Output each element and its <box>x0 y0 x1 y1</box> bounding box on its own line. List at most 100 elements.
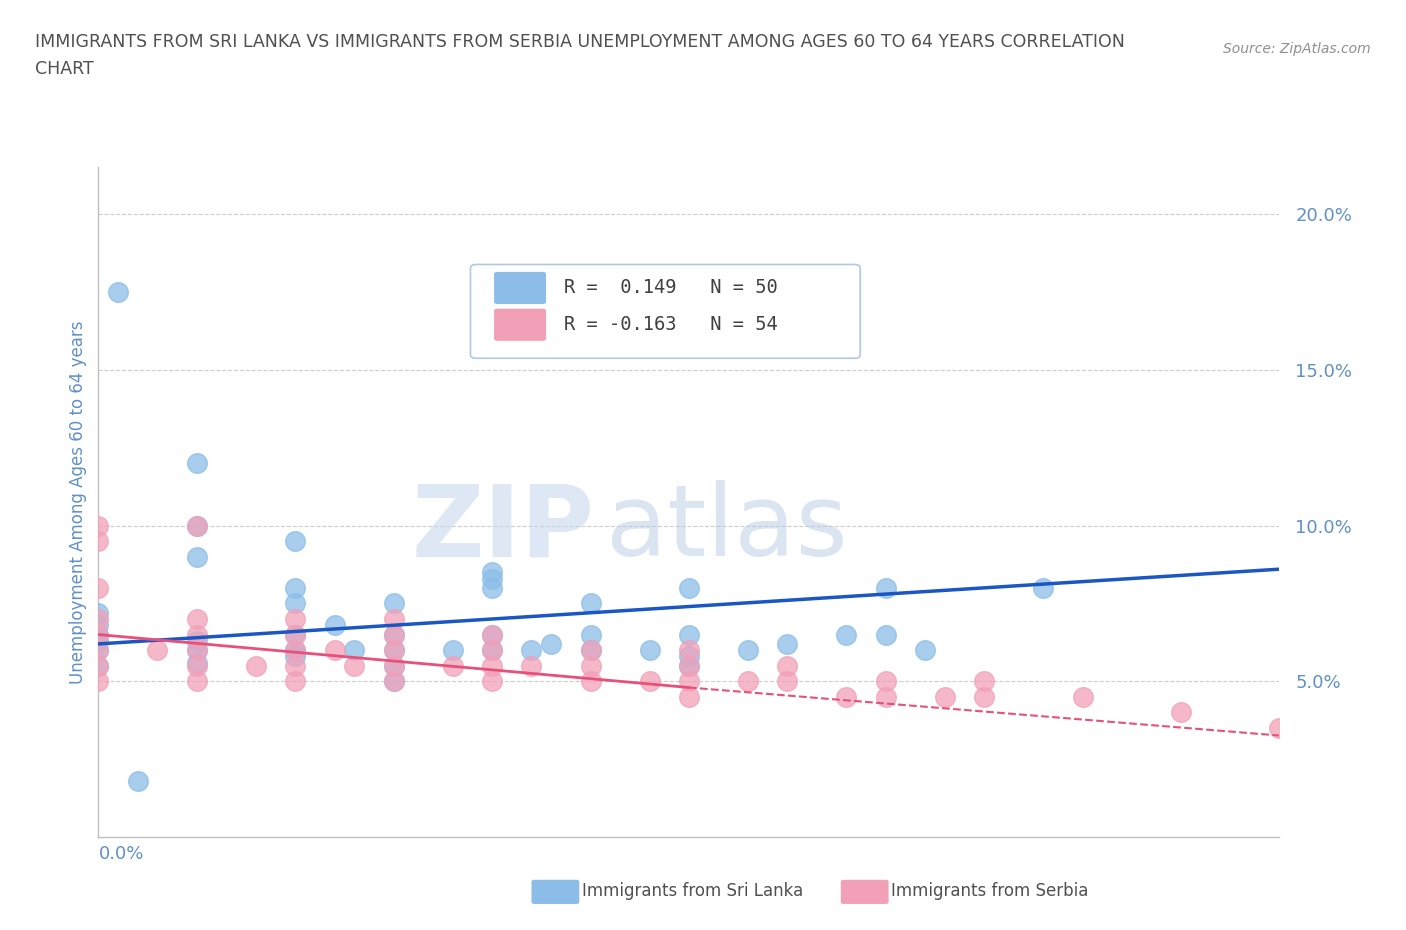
Point <box>441 658 464 673</box>
Point <box>481 565 503 579</box>
Text: atlas: atlas <box>606 481 848 578</box>
Point <box>776 636 799 651</box>
Point <box>382 674 405 689</box>
Point <box>579 643 602 658</box>
Point <box>87 618 110 632</box>
Point <box>441 643 464 658</box>
Point <box>638 643 661 658</box>
Point <box>579 643 602 658</box>
Point <box>520 658 543 673</box>
Point <box>973 674 995 689</box>
Point <box>481 627 503 642</box>
Point <box>343 643 366 658</box>
Text: Immigrants from Sri Lanka: Immigrants from Sri Lanka <box>582 882 803 900</box>
Point <box>87 643 110 658</box>
Text: ZIP: ZIP <box>412 481 595 578</box>
Point <box>540 636 562 651</box>
Point <box>579 674 602 689</box>
Point <box>520 643 543 658</box>
Point <box>973 689 995 704</box>
Point <box>678 643 700 658</box>
Point <box>1032 580 1054 595</box>
Point <box>186 456 208 471</box>
Point <box>186 674 208 689</box>
Point <box>481 627 503 642</box>
Point <box>481 571 503 586</box>
Point <box>875 627 897 642</box>
Point <box>875 689 897 704</box>
Point <box>87 627 110 642</box>
Point <box>481 580 503 595</box>
Point <box>284 643 307 658</box>
Point <box>382 627 405 642</box>
Point <box>284 627 307 642</box>
FancyBboxPatch shape <box>494 272 546 304</box>
Point <box>579 658 602 673</box>
Point <box>776 658 799 673</box>
Text: 0.0%: 0.0% <box>98 845 143 863</box>
Point <box>186 550 208 565</box>
Point <box>87 534 110 549</box>
Point <box>87 627 110 642</box>
Point <box>87 658 110 673</box>
Point <box>934 689 956 704</box>
Point <box>87 605 110 620</box>
Point <box>323 618 346 632</box>
Point <box>382 612 405 627</box>
Point <box>87 580 110 595</box>
Point <box>87 658 110 673</box>
Point <box>107 285 129 299</box>
Point <box>382 658 405 673</box>
Point <box>835 627 858 642</box>
Point <box>284 649 307 664</box>
Point <box>776 674 799 689</box>
Point <box>323 643 346 658</box>
Point <box>186 658 208 673</box>
Point <box>343 658 366 673</box>
Point <box>382 643 405 658</box>
Point <box>579 627 602 642</box>
Point <box>284 534 307 549</box>
FancyBboxPatch shape <box>471 264 860 358</box>
Point <box>127 774 149 789</box>
Point <box>1170 705 1192 720</box>
Point <box>87 643 110 658</box>
Point <box>875 580 897 595</box>
Point <box>638 674 661 689</box>
Text: R =  0.149   N = 50: R = 0.149 N = 50 <box>564 278 778 298</box>
Point <box>284 643 307 658</box>
Point <box>678 658 700 673</box>
Point <box>678 649 700 664</box>
Point <box>481 643 503 658</box>
Point <box>678 627 700 642</box>
Point <box>284 612 307 627</box>
Point <box>186 643 208 658</box>
Point <box>245 658 267 673</box>
Text: Immigrants from Serbia: Immigrants from Serbia <box>891 882 1088 900</box>
Point <box>87 674 110 689</box>
Point <box>284 596 307 611</box>
Point <box>914 643 936 658</box>
Point <box>87 633 110 648</box>
Point <box>284 658 307 673</box>
Point <box>382 627 405 642</box>
Point <box>382 643 405 658</box>
Point <box>186 518 208 533</box>
Point <box>284 627 307 642</box>
Point <box>186 612 208 627</box>
Point <box>678 689 700 704</box>
Point <box>186 655 208 670</box>
Point <box>284 674 307 689</box>
Point <box>1071 689 1094 704</box>
Point <box>87 612 110 627</box>
Point <box>186 633 208 648</box>
Text: R = -0.163   N = 54: R = -0.163 N = 54 <box>564 315 778 334</box>
Y-axis label: Unemployment Among Ages 60 to 64 years: Unemployment Among Ages 60 to 64 years <box>69 321 87 684</box>
FancyBboxPatch shape <box>494 309 546 340</box>
Point <box>737 643 759 658</box>
Point <box>186 643 208 658</box>
Text: IMMIGRANTS FROM SRI LANKA VS IMMIGRANTS FROM SERBIA UNEMPLOYMENT AMONG AGES 60 T: IMMIGRANTS FROM SRI LANKA VS IMMIGRANTS … <box>35 33 1125 50</box>
Point <box>678 658 700 673</box>
Point <box>1268 721 1291 736</box>
Point <box>146 643 169 658</box>
